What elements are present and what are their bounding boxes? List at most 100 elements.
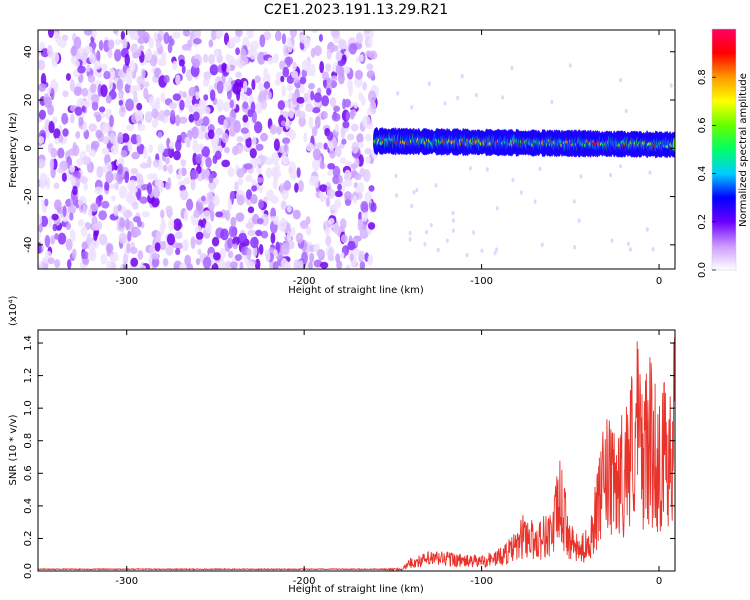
noise-blob bbox=[320, 261, 329, 269]
noise-blob bbox=[345, 264, 351, 269]
noise-blob bbox=[38, 83, 47, 92]
noise-blob bbox=[227, 250, 234, 259]
noise-blob bbox=[353, 102, 359, 109]
noise-blob bbox=[138, 178, 144, 186]
noise-blob bbox=[72, 185, 78, 196]
noise-blob bbox=[319, 184, 328, 193]
noise-blob bbox=[254, 258, 261, 269]
x-tick-label: -100 bbox=[470, 276, 493, 287]
noise-blob bbox=[267, 91, 272, 100]
y-tick-label: 0.8 bbox=[23, 433, 34, 449]
noise-blob bbox=[137, 220, 143, 228]
noise-blob bbox=[298, 111, 306, 120]
colorbar-tick-label: 0.6 bbox=[697, 117, 708, 133]
noise-blob bbox=[316, 249, 325, 258]
noise-blob bbox=[124, 83, 132, 94]
noise-blob bbox=[221, 62, 227, 72]
band-blob bbox=[672, 137, 675, 152]
noise-blob bbox=[109, 253, 115, 263]
noise-blob bbox=[368, 185, 375, 192]
sparse-blob bbox=[468, 166, 472, 171]
noise-blob bbox=[192, 103, 201, 114]
noise-blob bbox=[293, 259, 300, 269]
noise-blob bbox=[359, 261, 366, 269]
noise-blob bbox=[193, 209, 200, 219]
noise-blob bbox=[242, 80, 248, 93]
noise-blob bbox=[132, 52, 140, 59]
noise-blob bbox=[228, 225, 236, 238]
noise-blob bbox=[260, 230, 269, 239]
noise-blob bbox=[249, 49, 259, 60]
x-tick-label: 0 bbox=[656, 576, 662, 587]
sparse-blob bbox=[628, 247, 632, 252]
noise-blob bbox=[236, 136, 244, 143]
noise-blob bbox=[108, 78, 113, 91]
sparse-blob bbox=[550, 99, 554, 105]
snr-y-multiplier: (x10⁴) bbox=[8, 295, 19, 326]
colorbar-gradient bbox=[712, 29, 736, 270]
noise-blob bbox=[303, 92, 309, 102]
noise-blob bbox=[151, 256, 160, 268]
noise-blob bbox=[191, 219, 201, 226]
noise-blob bbox=[199, 125, 208, 135]
noise-blob bbox=[137, 36, 145, 45]
noise-blob bbox=[175, 139, 182, 152]
sparse-blob bbox=[456, 95, 460, 101]
sparse-blob bbox=[460, 74, 464, 79]
noise-blob bbox=[216, 80, 224, 94]
noise-blob bbox=[241, 93, 249, 102]
noise-blob bbox=[190, 178, 196, 191]
noise-blob bbox=[190, 236, 196, 249]
noise-blob bbox=[257, 82, 265, 91]
noise-blob bbox=[206, 192, 214, 204]
noise-blob bbox=[286, 56, 292, 68]
noise-blob bbox=[330, 30, 340, 39]
noise-blob bbox=[311, 30, 319, 34]
noise-blob bbox=[100, 84, 108, 98]
noise-blob bbox=[330, 44, 339, 52]
noise-blob bbox=[202, 210, 212, 221]
noise-blob bbox=[357, 141, 364, 149]
noise-blob bbox=[44, 234, 51, 248]
sparse-blob bbox=[568, 63, 572, 68]
sparse-blob bbox=[577, 218, 581, 223]
noise-blob bbox=[370, 202, 377, 213]
noise-blob bbox=[358, 250, 365, 261]
y-tick-label: 20 bbox=[23, 94, 34, 107]
noise-blob bbox=[61, 172, 67, 182]
colorbar: 0.0 0.2 0.4 0.6 0.8 Normalized spectral ampl… bbox=[697, 28, 749, 278]
noise-blob bbox=[359, 54, 364, 63]
spectrogram-frame bbox=[37, 29, 676, 270]
noise-blob bbox=[185, 139, 191, 148]
noise-blob bbox=[192, 152, 198, 166]
noise-blob bbox=[308, 82, 315, 90]
noise-blob bbox=[217, 105, 223, 112]
noise-blob bbox=[280, 120, 287, 127]
noise-blob bbox=[75, 131, 81, 139]
noise-blob bbox=[321, 71, 330, 81]
noise-blob bbox=[105, 243, 114, 254]
noise-blob bbox=[65, 73, 71, 81]
noise-blob bbox=[269, 124, 278, 135]
noise-blob bbox=[324, 226, 331, 236]
noise-blob bbox=[340, 126, 346, 139]
sparse-blob bbox=[395, 193, 399, 198]
noise-blob bbox=[332, 165, 341, 178]
sparse-blob bbox=[519, 190, 523, 195]
y-tick-label: 0.0 bbox=[23, 563, 34, 579]
noise-blob bbox=[220, 228, 229, 241]
noise-blob bbox=[245, 174, 253, 183]
noise-blob bbox=[221, 159, 231, 168]
noise-blob bbox=[242, 114, 249, 123]
noise-blob bbox=[246, 248, 252, 261]
noise-blob bbox=[118, 89, 125, 97]
noise-blob bbox=[272, 53, 279, 64]
noise-blob bbox=[137, 250, 144, 261]
noise-blob bbox=[173, 150, 181, 161]
colorbar-tick-label: 0.2 bbox=[697, 214, 708, 230]
y-tick-label: 0.4 bbox=[23, 498, 34, 514]
colorbar-label: Normalized spectral amplitude bbox=[738, 73, 749, 227]
noise-blob bbox=[215, 211, 224, 218]
sparse-blob bbox=[669, 83, 673, 88]
